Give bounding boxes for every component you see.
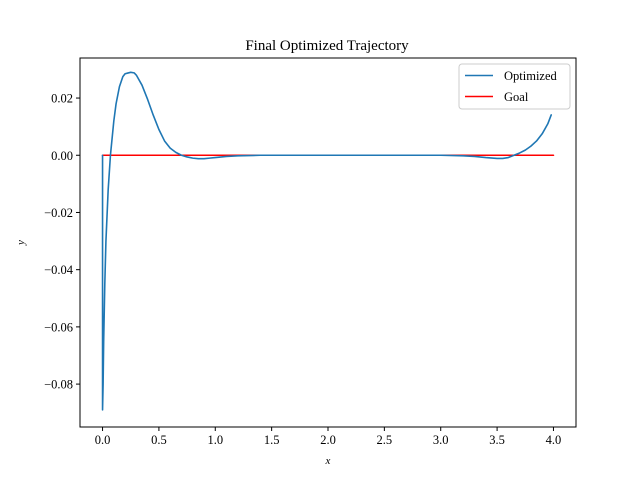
y-axis-label: y (15, 240, 27, 246)
y-tick-label: 0.00 (51, 149, 73, 163)
x-tick-label: 1.0 (207, 433, 223, 447)
legend-label-optimized: Optimized (504, 69, 558, 83)
series-layer (101, 71, 555, 411)
y-tick-label: −0.04 (44, 263, 74, 277)
series-line-optimized (101, 71, 553, 411)
x-axis: 0.0 0.5 1.0 1.5 2.0 2.5 3.0 3.5 4.0 (95, 427, 562, 447)
x-axis-label: x (325, 455, 331, 467)
legend: Optimized Goal (458, 63, 571, 110)
y-tick-label: −0.08 (44, 378, 73, 392)
chart-title: Final Optimized Trajectory (245, 38, 409, 54)
x-tick-label: 3.5 (489, 433, 505, 447)
y-tick-label: 0.02 (51, 92, 73, 106)
legend-label-goal: Goal (504, 90, 529, 104)
x-tick-label: 1.5 (264, 433, 280, 447)
y-axis: −0.08 −0.06 −0.04 −0.02 0.00 0.02 (44, 92, 80, 392)
y-tick-label: −0.06 (44, 320, 73, 334)
x-tick-label: 2.5 (377, 433, 393, 447)
x-tick-label: 4.0 (546, 433, 562, 447)
x-tick-label: 0.0 (95, 433, 111, 447)
y-tick-label: −0.02 (44, 206, 73, 220)
x-tick-label: 2.0 (320, 433, 336, 447)
x-tick-label: 0.5 (151, 433, 167, 447)
x-tick-label: 3.0 (433, 433, 449, 447)
